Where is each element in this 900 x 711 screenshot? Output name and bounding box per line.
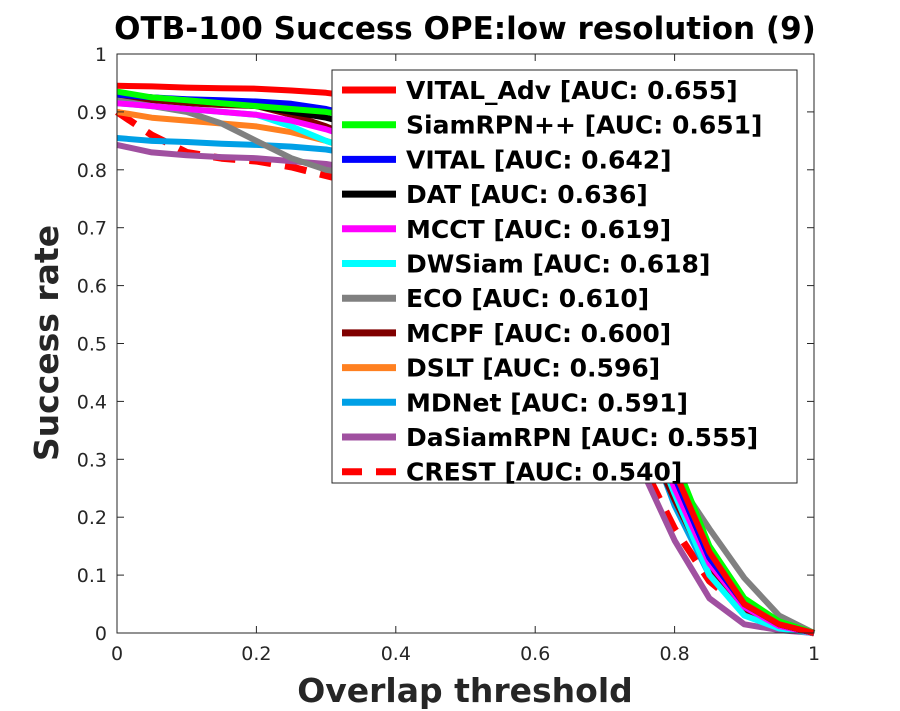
x-tick-label: 0.2 [241,643,271,665]
x-tick-label: 1 [808,643,820,665]
legend-label: VITAL [AUC: 0.642] [406,145,672,174]
x-axis-label: Overlap threshold [297,671,633,710]
legend-label: ECO [AUC: 0.610] [406,284,649,313]
legend-label: CREST [AUC: 0.540] [406,458,682,487]
axis-ticks: 0 0.2 0.4 0.6 0.8 1 0 0.1 0.2 0.3 0.4 0.5 0.6 0.7 0.8 0… [77,44,820,665]
legend-label: SiamRPN++ [AUC: 0.651] [406,111,762,140]
y-axis-label: Success rate [27,225,66,461]
legend-label: VITAL_Adv [AUC: 0.655] [406,76,738,105]
x-tick-label: 0 [111,643,123,665]
chart-title: OTB-100 Success OPE:low resolution (9) [114,11,816,47]
legend-box [331,69,798,484]
y-tick-label: 0.1 [77,565,107,587]
legend-label: MCCT [AUC: 0.619] [406,215,671,244]
y-tick-label: 0.6 [77,276,107,298]
y-tick-label: 0.4 [77,391,107,413]
legend-label: DWSiam [AUC: 0.618] [406,250,710,279]
legend-items: VITAL_Adv [AUC: 0.655] SiamRPN++ [AUC: 0.… [342,76,762,487]
legend: VITAL_Adv [AUC: 0.655] SiamRPN++ [AUC: 0.… [331,69,798,487]
x-tick-label: 0.4 [381,643,411,665]
y-tick-label: 1 [95,44,107,66]
y-tick-label: 0.8 [77,160,107,182]
y-tick-label: 0.2 [77,507,107,529]
legend-label: MCPF [AUC: 0.600] [406,319,671,348]
x-tick-label: 0.6 [520,643,550,665]
y-tick-label: 0.3 [77,449,107,471]
y-tick-label: 0 [95,623,107,645]
legend-label: DaSiamRPN [AUC: 0.555] [406,423,758,452]
legend-label: DAT [AUC: 0.636] [406,180,648,209]
x-tick-label: 0.8 [659,643,689,665]
y-tick-label: 0.5 [77,334,107,356]
legend-label: DSLT [AUC: 0.596] [406,354,660,383]
y-tick-label: 0.7 [77,218,107,240]
legend-label: MDNet [AUC: 0.591] [406,388,688,417]
y-tick-label: 0.9 [77,102,107,124]
